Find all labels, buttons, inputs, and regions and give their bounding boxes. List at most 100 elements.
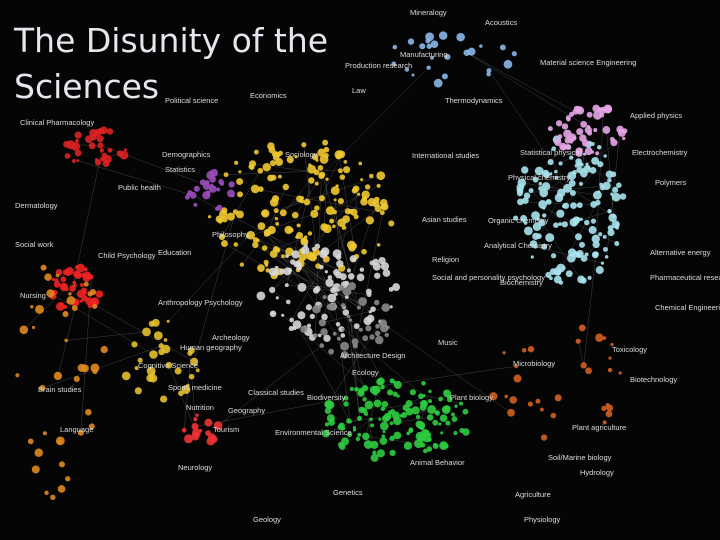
- node-label: Genetics: [333, 488, 363, 497]
- node: [76, 263, 86, 273]
- edge: [247, 198, 300, 237]
- node: [577, 275, 585, 284]
- node: [502, 351, 506, 355]
- node: [62, 311, 69, 318]
- node: [611, 192, 621, 202]
- node: [426, 43, 432, 49]
- node: [378, 417, 382, 421]
- node: [421, 380, 426, 386]
- node: [423, 448, 428, 454]
- node: [306, 323, 312, 328]
- node: [403, 441, 413, 450]
- node: [350, 208, 358, 216]
- node: [15, 373, 20, 378]
- node: [373, 299, 380, 306]
- node: [348, 282, 357, 291]
- node: [615, 225, 620, 230]
- node: [158, 343, 165, 349]
- node: [363, 440, 373, 449]
- node: [549, 276, 553, 281]
- edge: [295, 174, 323, 216]
- node: [131, 341, 138, 348]
- node: [216, 204, 223, 211]
- node: [376, 243, 381, 247]
- node: [285, 299, 291, 305]
- edge: [250, 235, 360, 308]
- node: [380, 406, 386, 412]
- node: [362, 335, 369, 342]
- node-label: Education: [158, 248, 191, 257]
- node: [328, 348, 335, 355]
- edge: [545, 173, 614, 217]
- node: [430, 55, 434, 60]
- node: [356, 192, 361, 196]
- node: [565, 270, 573, 278]
- node: [134, 366, 139, 371]
- node: [353, 323, 360, 330]
- node-label: Organic chemistry: [488, 216, 549, 225]
- labels: Mineralogy Acoustics Manufacturing Producti…: [15, 8, 720, 524]
- node: [375, 323, 381, 329]
- node: [575, 252, 582, 258]
- node: [428, 389, 432, 394]
- node: [35, 304, 45, 314]
- node: [223, 172, 229, 178]
- node: [337, 198, 344, 205]
- node: [220, 207, 228, 214]
- node: [68, 292, 72, 296]
- node: [344, 295, 349, 299]
- node: [204, 418, 213, 427]
- node: [360, 178, 364, 182]
- node: [134, 387, 142, 395]
- node: [554, 175, 559, 180]
- edge: [334, 212, 360, 308]
- node: [303, 198, 311, 206]
- node: [374, 272, 381, 279]
- node: [300, 237, 308, 245]
- node: [312, 304, 321, 314]
- node: [351, 338, 359, 346]
- node: [348, 419, 352, 424]
- node: [393, 416, 402, 426]
- node-label: Sports medicine: [168, 383, 222, 392]
- edge: [291, 259, 327, 321]
- node: [257, 222, 266, 231]
- node: [561, 123, 569, 130]
- edge: [42, 345, 162, 389]
- node: [181, 427, 187, 433]
- node: [123, 148, 128, 152]
- node: [389, 421, 394, 426]
- node: [319, 343, 325, 348]
- node: [340, 303, 346, 308]
- edge: [320, 167, 352, 277]
- node: [151, 371, 155, 375]
- node: [338, 422, 345, 430]
- node: [358, 297, 367, 306]
- node: [433, 78, 443, 88]
- node: [511, 51, 517, 57]
- node: [323, 334, 331, 343]
- node: [601, 405, 607, 412]
- node: [257, 186, 264, 192]
- node: [193, 431, 199, 437]
- node: [338, 284, 345, 291]
- node: [567, 253, 576, 263]
- node: [584, 219, 590, 226]
- node: [340, 333, 346, 338]
- node: [209, 175, 216, 183]
- node: [534, 166, 544, 176]
- edge: [286, 284, 342, 289]
- node: [292, 326, 297, 331]
- node: [606, 404, 614, 412]
- node-label: Physiology: [524, 515, 561, 524]
- node: [343, 401, 349, 407]
- node: [411, 73, 415, 77]
- node: [304, 244, 308, 248]
- node: [547, 126, 553, 132]
- node: [574, 233, 582, 241]
- node: [226, 212, 235, 221]
- node: [589, 166, 597, 174]
- node: [622, 128, 628, 134]
- edge: [350, 319, 360, 419]
- node-label: Ecology: [352, 368, 379, 377]
